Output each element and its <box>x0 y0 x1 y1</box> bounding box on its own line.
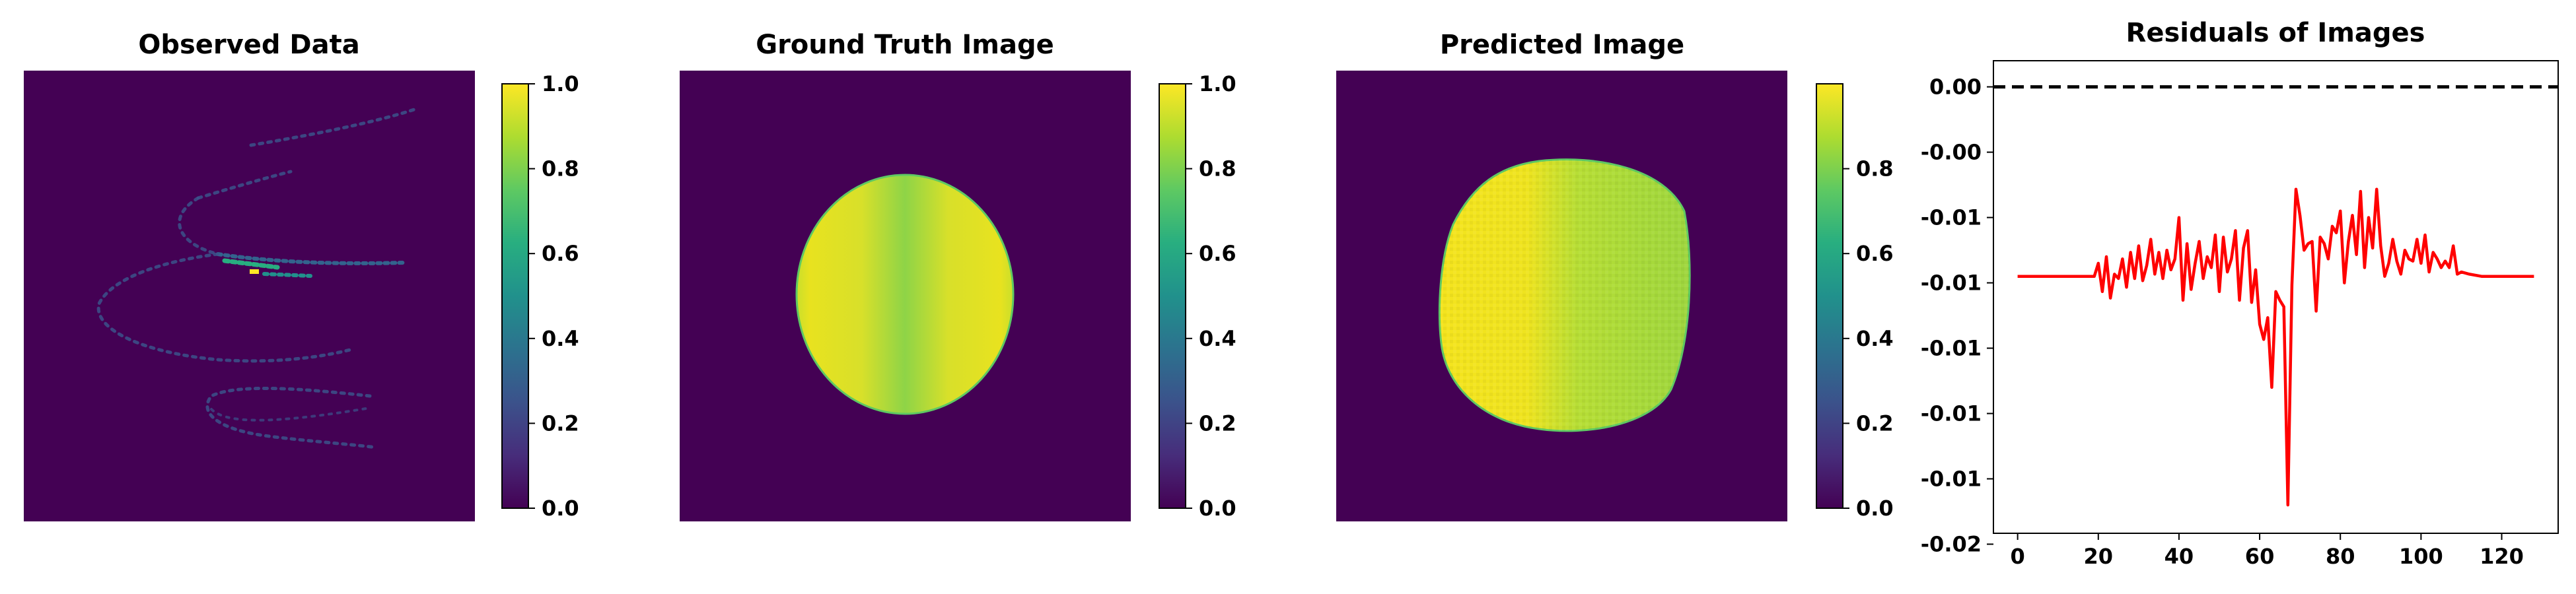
y-tick-label: -0.01 <box>1921 467 1982 492</box>
x-tick-label: 100 <box>2399 544 2443 569</box>
y-tick-label: -0.01 <box>1921 271 1982 296</box>
residuals-title: Residuals of Images <box>2126 18 2425 48</box>
ground-truth-panel: Ground Truth Image 0.0 0.2 0.4 0.6 0.8 1.0 <box>680 30 1236 521</box>
colorbar-tick-label: 0.6 <box>542 241 579 266</box>
ground-truth-disc <box>795 174 1015 415</box>
y-tick-label: 0.00 <box>1929 75 1982 100</box>
x-tick-label: 0 <box>2011 544 2025 569</box>
predicted-disc-texture <box>1439 159 1690 431</box>
colorbar-tick-label: 1.0 <box>542 71 579 96</box>
residuals-panel: Residuals of Images 0 20 40 60 80 100 120 0.00 -… <box>1921 18 2559 569</box>
observed-data-signal <box>96 107 418 449</box>
colorbar-tick-label: 0.0 <box>1856 496 1894 521</box>
colorbar-tick-label: 1.0 <box>1199 71 1236 96</box>
colorbar-tick-label: 0.2 <box>542 411 579 436</box>
predicted-colorbar <box>1816 83 1843 509</box>
x-tick-label: 40 <box>2165 544 2194 569</box>
x-tick-label: 80 <box>2326 544 2355 569</box>
residuals-plot-frame <box>1993 60 2559 534</box>
x-tick-label: 60 <box>2245 544 2275 569</box>
ground-truth-title: Ground Truth Image <box>756 30 1054 60</box>
y-tick-label: -0.01 <box>1921 205 1982 230</box>
colorbar-tick-label: 0.8 <box>542 156 579 182</box>
observed-data-title: Observed Data <box>138 30 359 60</box>
ground-truth-colorbar <box>1159 83 1186 509</box>
colorbar-tick-label: 0.4 <box>542 326 579 351</box>
colorbar-tick-label: 0.6 <box>1199 241 1236 266</box>
x-tick-label: 120 <box>2480 544 2524 569</box>
observed-data-colorbar <box>501 83 529 509</box>
x-tick-label: 20 <box>2084 544 2114 569</box>
y-tick-label: -0.02 <box>1921 531 1982 556</box>
ground-truth-colorbar-ticks: 0.0 0.2 0.4 0.6 0.8 1.0 <box>1186 71 1236 521</box>
colorbar-tick-label: 0.6 <box>1856 241 1894 266</box>
residuals-axis-ticks: 0 20 40 60 80 100 120 0.00 -0.00 -0.01 -0.01 -0.01 -… <box>1921 75 2524 569</box>
colorbar-tick-label: 0.8 <box>1856 156 1894 182</box>
predicted-title: Predicted Image <box>1440 30 1684 60</box>
residual-series-line <box>2017 187 2534 507</box>
colorbar-tick-label: 0.0 <box>542 496 579 521</box>
predicted-colorbar-ticks: 0.0 0.2 0.4 0.6 0.8 <box>1843 156 1894 521</box>
predicted-panel: Predicted Image 0.0 0.2 0.4 0.6 0.8 <box>1336 30 1894 521</box>
colorbar-tick-label: 0.2 <box>1199 411 1236 436</box>
colorbar-tick-label: 0.8 <box>1199 156 1236 182</box>
observed-data-image <box>24 71 475 521</box>
colorbar-tick-label: 0.2 <box>1856 411 1894 436</box>
y-tick-label: -0.01 <box>1921 336 1982 361</box>
observed-data-panel: Observed Data 0.0 0.2 0.4 0.6 0.8 1.0 <box>24 30 579 521</box>
y-tick-label: -0.01 <box>1921 401 1982 426</box>
y-tick-label: -0.00 <box>1921 140 1982 165</box>
residuals-series <box>2017 187 2534 507</box>
observed-data-peak <box>250 269 259 274</box>
colorbar-tick-label: 0.4 <box>1856 326 1894 351</box>
observed-data-colorbar-ticks: 0.0 0.2 0.4 0.6 0.8 1.0 <box>528 71 579 521</box>
colorbar-tick-label: 0.4 <box>1199 326 1236 351</box>
colorbar-tick-label: 0.0 <box>1199 496 1236 521</box>
